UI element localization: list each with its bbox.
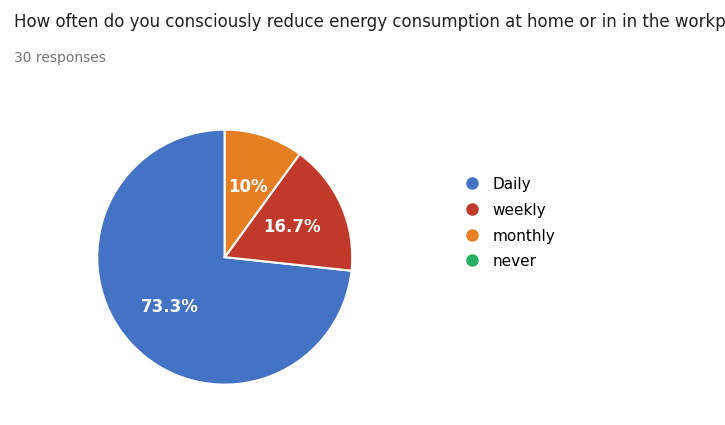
Legend: Daily, weekly, monthly, never: Daily, weekly, monthly, never — [457, 169, 563, 277]
Text: How often do you consciously reduce energy consumption at home or in in the work: How often do you consciously reduce ener… — [14, 13, 725, 31]
Text: 16.7%: 16.7% — [263, 218, 321, 236]
Text: 30 responses: 30 responses — [14, 51, 107, 65]
Text: 10%: 10% — [228, 178, 268, 196]
Wedge shape — [225, 154, 352, 271]
Text: 73.3%: 73.3% — [141, 298, 199, 315]
Wedge shape — [97, 130, 352, 385]
Wedge shape — [225, 130, 299, 257]
